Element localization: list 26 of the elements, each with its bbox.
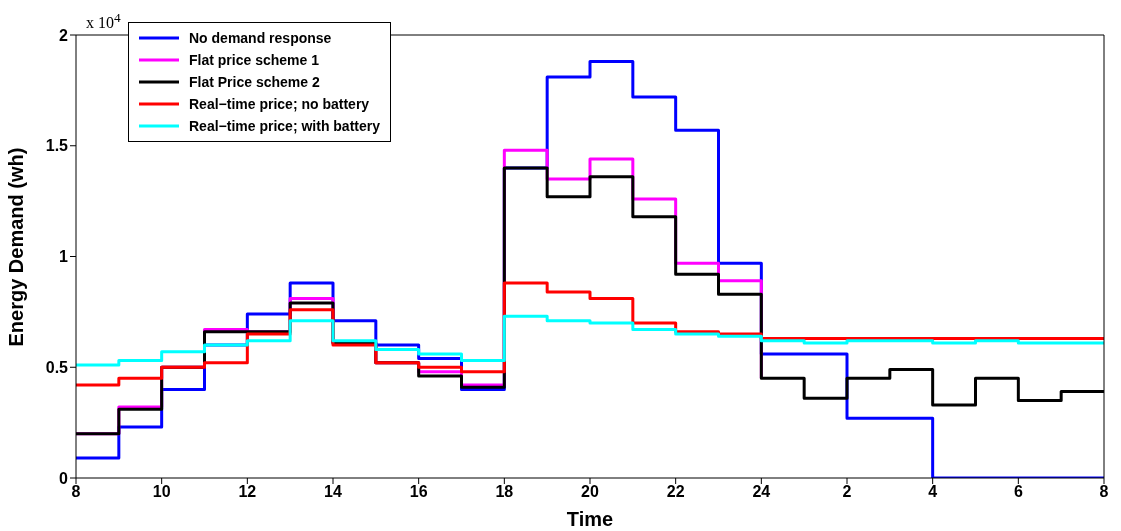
- x-tick-label: 4: [928, 483, 938, 501]
- legend-label: No demand response: [189, 29, 332, 48]
- x-tick-label: 20: [581, 483, 599, 501]
- legend-label: Real−time price; with battery: [189, 117, 381, 136]
- y-tick-label: 0.5: [45, 358, 69, 376]
- x-tick-label: 12: [238, 483, 257, 501]
- x-tick-label: 22: [666, 483, 685, 501]
- x-tick-label: 18: [495, 483, 514, 501]
- legend-label: Flat Price scheme 2: [189, 73, 320, 92]
- y-tick-label: 1.5: [45, 137, 69, 155]
- legend-label: Real−time price; no battery: [189, 95, 370, 114]
- x-tick-label: 8: [1099, 483, 1109, 501]
- y-tick-label: 1: [59, 248, 69, 266]
- y-tick-label: 0: [59, 469, 69, 487]
- x-tick-label: 16: [409, 483, 428, 501]
- legend-label: Flat price scheme 1: [189, 51, 319, 70]
- x-tick-label: 10: [152, 483, 171, 501]
- y-axis-title: Energy Demand (wh): [5, 147, 28, 347]
- y-tick-label: 2: [59, 26, 69, 44]
- x-axis-title: Time: [566, 508, 614, 530]
- text: x 10$^{4}$: [86, 10, 121, 33]
- x-tick-label: 2: [842, 483, 852, 501]
- x-tick-label: 14: [324, 483, 342, 501]
- x-tick-label: 8: [71, 483, 81, 501]
- x-tick-label: 6: [1013, 483, 1023, 501]
- x-tick-label: 24: [752, 483, 771, 501]
